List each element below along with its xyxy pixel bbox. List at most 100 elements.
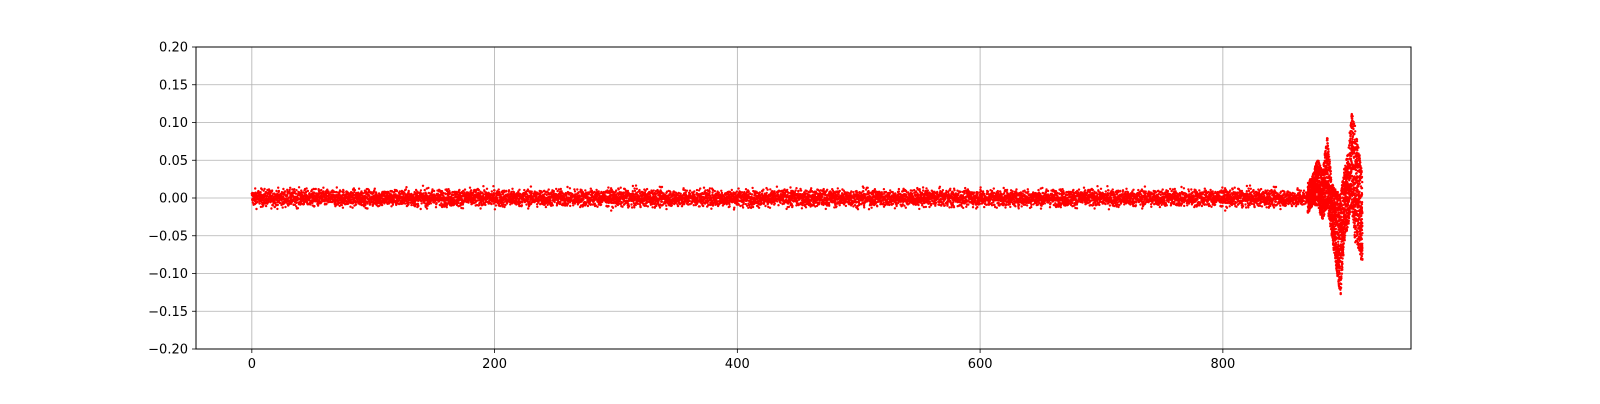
data-point: [685, 192, 687, 194]
data-point: [718, 192, 720, 194]
data-point: [711, 191, 713, 193]
data-point: [549, 199, 551, 201]
data-point: [766, 192, 768, 194]
data-point: [470, 189, 472, 191]
data-point: [343, 192, 345, 194]
data-point: [458, 189, 460, 191]
data-point: [548, 188, 550, 190]
data-point: [317, 204, 319, 206]
data-point: [638, 189, 640, 191]
data-point: [505, 190, 507, 192]
data-point: [313, 205, 315, 207]
data-point: [693, 190, 695, 192]
data-point: [795, 187, 797, 189]
data-point: [618, 188, 620, 190]
data-point: [794, 189, 796, 191]
data-point: [600, 204, 602, 206]
data-point: [354, 189, 356, 191]
data-point: [696, 189, 698, 191]
data-point: [530, 185, 532, 187]
data-point: [739, 205, 741, 207]
data-point: [569, 187, 571, 189]
data-point: [621, 206, 623, 208]
data-point: [493, 189, 495, 191]
data-point: [661, 201, 663, 203]
data-point: [307, 190, 309, 192]
data-point: [748, 190, 750, 192]
data-point: [584, 189, 586, 191]
data-point: [433, 190, 435, 192]
data-point: [598, 190, 600, 192]
data-point: [405, 186, 407, 188]
data-point: [435, 202, 437, 204]
data-point: [396, 190, 398, 192]
data-point: [259, 191, 261, 193]
data-series: [251, 113, 1364, 295]
data-point: [392, 204, 394, 206]
data-point: [789, 186, 791, 188]
data-point: [381, 204, 383, 206]
data-point: [525, 203, 527, 205]
data-point: [709, 187, 711, 189]
data-point: [278, 190, 280, 192]
data-point: [769, 207, 771, 209]
data-point: [318, 189, 320, 191]
data-point: [764, 205, 766, 207]
data-point: [341, 204, 343, 206]
data-point: [777, 204, 779, 206]
data-point: [297, 207, 299, 209]
data-point: [271, 189, 273, 191]
data-point: [322, 187, 324, 189]
data-point: [661, 186, 663, 188]
data-point: [751, 187, 753, 189]
data-point: [414, 205, 416, 207]
data-point: [818, 202, 820, 204]
data-point: [277, 187, 279, 189]
data-point: [552, 204, 554, 206]
data-point: [712, 204, 714, 206]
data-point: [647, 205, 649, 207]
data-point: [797, 190, 799, 192]
data-point: [788, 206, 790, 208]
data-point: [682, 187, 684, 189]
data-point: [293, 188, 295, 190]
data-point: [521, 201, 523, 203]
data-point: [364, 204, 366, 206]
data-point: [760, 202, 762, 204]
data-point: [300, 189, 302, 191]
data-point: [407, 203, 409, 205]
data-point: [823, 188, 825, 190]
data-point: [572, 204, 574, 206]
data-point: [511, 188, 513, 190]
data-point: [615, 189, 617, 191]
data-point: [276, 208, 278, 210]
data-point: [523, 189, 525, 191]
data-point: [555, 188, 557, 190]
data-point: [810, 187, 812, 189]
data-point: [420, 208, 422, 210]
data-point: [262, 204, 264, 206]
data-point: [554, 201, 556, 203]
data-point: [731, 189, 733, 191]
data-point: [733, 207, 735, 209]
data-point: [256, 201, 258, 203]
data-point: [677, 205, 679, 207]
data-point: [762, 189, 764, 191]
data-point: [284, 206, 286, 208]
data-point: [486, 188, 488, 190]
data-point: [536, 206, 538, 208]
data-point: [405, 188, 407, 190]
data-point: [699, 187, 701, 189]
data-point: [289, 187, 291, 189]
data-point: [263, 188, 265, 190]
data-point: [320, 189, 322, 191]
data-point: [427, 187, 429, 189]
data-point: [745, 188, 747, 190]
data-point: [569, 205, 571, 207]
data-point: [576, 188, 578, 190]
data-point: [506, 202, 508, 204]
data-point: [464, 188, 466, 190]
data-point: [729, 205, 731, 207]
data-point: [653, 189, 655, 191]
